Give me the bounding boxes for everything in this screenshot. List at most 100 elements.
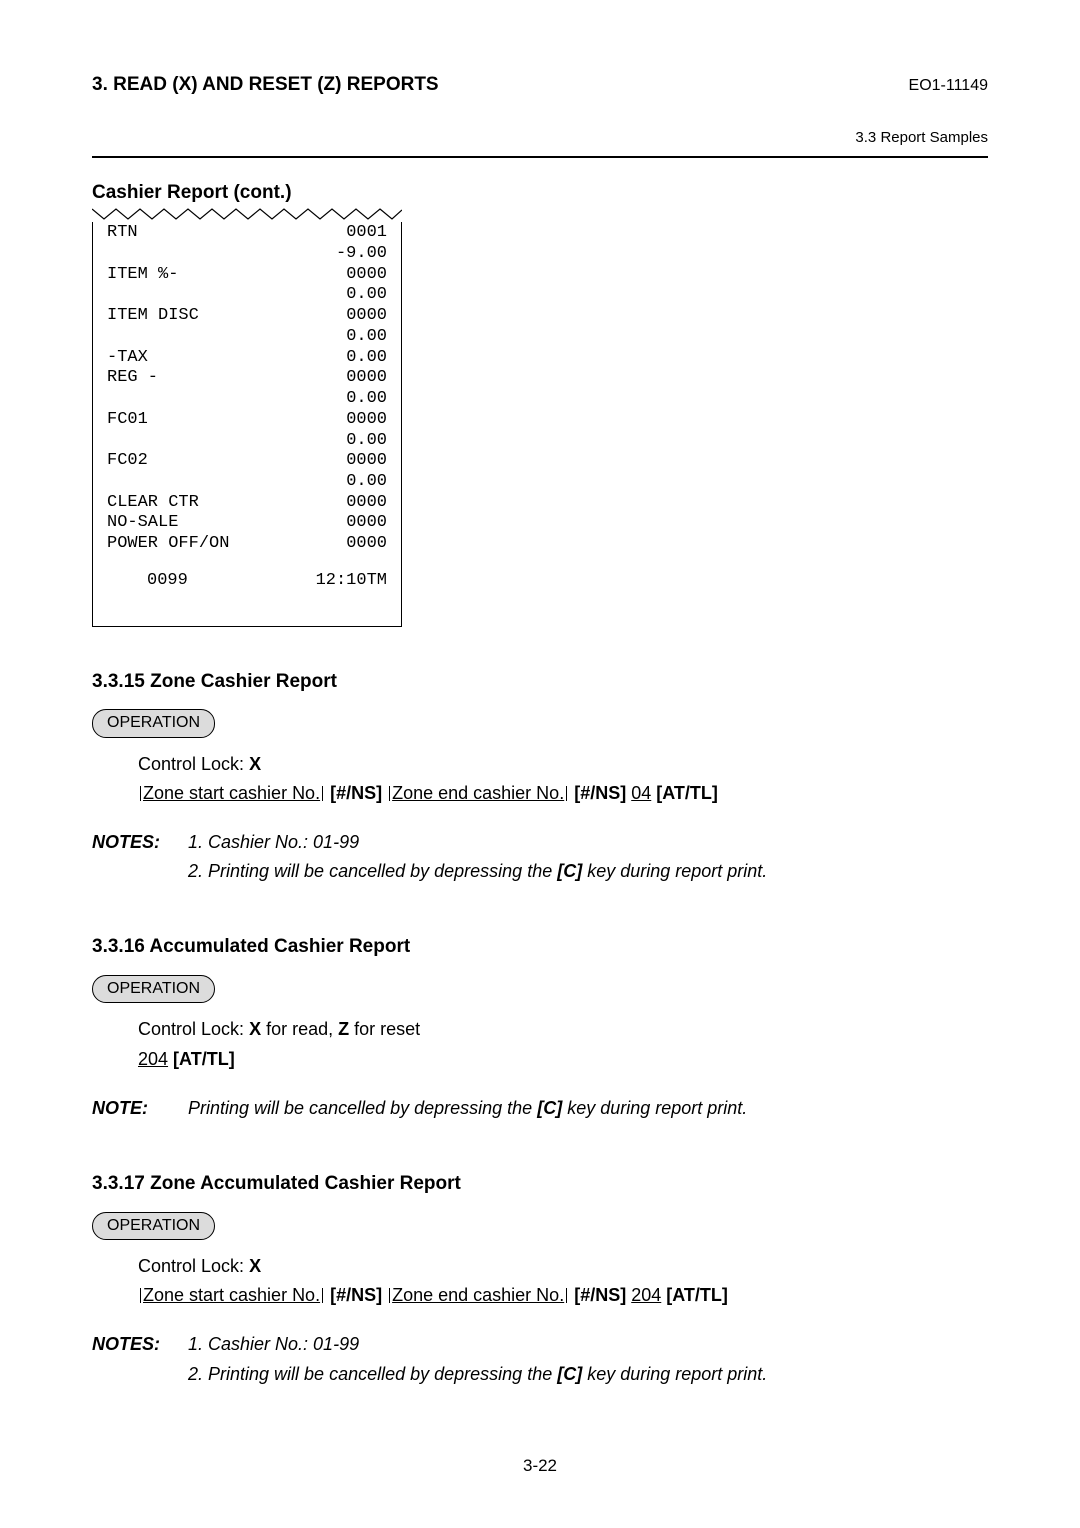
note2c: key during report print. [582, 861, 767, 881]
operation-pill: OPERATION [92, 975, 215, 1003]
receipt-row: -9.00 [107, 244, 387, 265]
note-a: Printing will be cancelled by depressing… [188, 1098, 537, 1118]
vsep-icon [389, 786, 390, 801]
vsep-icon [566, 786, 567, 801]
receipt-footer: 0099 12:10TM [107, 571, 387, 592]
note-3316: NOTE:Printing will be cancelled by depre… [92, 1096, 988, 1121]
key-attl: [AT/TL] [661, 1285, 728, 1305]
notes-3317: NOTES:1. Cashier No.: 01-99 2. Printing … [92, 1332, 988, 1386]
vsep-icon [322, 1288, 323, 1303]
receipt-cell-right: 0.00 [148, 348, 387, 369]
receipt-cell-right: 0000 [199, 493, 387, 514]
receipt-cell-right: 0.00 [107, 327, 387, 348]
receipt-box: RTN0001-9.00ITEM %-00000.00ITEM DISC0000… [92, 208, 402, 626]
receipt-cell-right: 0.00 [107, 472, 387, 493]
operation-pill: OPERATION [92, 709, 215, 737]
zone-start: Zone start cashier No. [143, 1285, 320, 1305]
control-b: X [249, 1019, 261, 1039]
receipt-cell-left: FC02 [107, 451, 148, 472]
receipt-cell-right: 0000 [158, 368, 387, 389]
notes-label: NOTES: [92, 1332, 188, 1357]
note-b: [C] [537, 1098, 562, 1118]
receipt-row: 0.00 [107, 472, 387, 493]
zone-end: Zone end cashier No. [392, 1285, 564, 1305]
heading-3317: 3.3.17 Zone Accumulated Cashier Report [92, 1171, 988, 1198]
vsep-icon [140, 1288, 141, 1303]
receipt-cell-left: RTN [107, 223, 138, 244]
note2a: 2. Printing will be cancelled by depress… [188, 1364, 557, 1384]
receipt-cell-left: ITEM %- [107, 265, 178, 286]
key-ns: [#/NS] [325, 1285, 387, 1305]
control-d: Z [338, 1019, 349, 1039]
receipt-row: -TAX0.00 [107, 348, 387, 369]
vsep-icon [140, 786, 141, 801]
control-lock-label: Control Lock: [138, 754, 249, 774]
note1: 1. Cashier No.: 01-99 [188, 1334, 359, 1354]
receipt-cell-right: 0.00 [107, 431, 387, 452]
receipt-row: CLEAR CTR0000 [107, 493, 387, 514]
receipt-cell-right: 0000 [229, 534, 387, 555]
receipt-cell-left: POWER OFF/ON [107, 534, 229, 555]
note1: 1. Cashier No.: 01-99 [188, 832, 359, 852]
receipt-row: RTN0001 [107, 223, 387, 244]
block-3315: Control Lock: X Zone start cashier No. [… [138, 752, 988, 806]
receipt-cell-left: NO-SALE [107, 513, 178, 534]
key-attl: [AT/TL] [651, 783, 718, 803]
receipt-cell-left: FC01 [107, 410, 148, 431]
zone-start: Zone start cashier No. [143, 783, 320, 803]
zone-end: Zone end cashier No. [392, 783, 564, 803]
control-c: for read, [261, 1019, 338, 1039]
page-number: 3-22 [0, 1454, 1080, 1478]
key-ns2: [#/NS] [569, 1285, 631, 1305]
receipt-footer-c2: 12:10TM [247, 571, 387, 592]
code-204: 204 [138, 1049, 168, 1069]
tear-edge [92, 208, 402, 222]
vsep-icon [322, 786, 323, 801]
note-label: NOTE: [92, 1096, 188, 1121]
key-attl: [AT/TL] [168, 1049, 235, 1069]
heading-3316: 3.3.16 Accumulated Cashier Report [92, 934, 988, 961]
header-rule [92, 156, 988, 158]
control-e: for reset [349, 1019, 420, 1039]
control-lock-label: Control Lock: [138, 1256, 249, 1276]
code-204: 204 [631, 1285, 661, 1305]
code-04: 04 [631, 783, 651, 803]
receipt-row: ITEM DISC0000 [107, 306, 387, 327]
receipt-cell-left: ITEM DISC [107, 306, 199, 327]
receipt-row: NO-SALE0000 [107, 513, 387, 534]
receipt-cell-right: 0.00 [107, 285, 387, 306]
receipt-cell-left: CLEAR CTR [107, 493, 199, 514]
note2a: 2. Printing will be cancelled by depress… [188, 861, 557, 881]
header-sub: 3.3 Report Samples [92, 127, 988, 148]
receipt-cell-right: -9.00 [107, 244, 387, 265]
receipt-cell-right: 0000 [148, 451, 387, 472]
receipt-row: FC020000 [107, 451, 387, 472]
notes-3315: NOTES:1. Cashier No.: 01-99 2. Printing … [92, 830, 988, 884]
receipt-cell-right: 0001 [138, 223, 387, 244]
receipt-row: 0.00 [107, 389, 387, 410]
block-3317: Control Lock: X Zone start cashier No. [… [138, 1254, 988, 1308]
receipt-cell-right: 0000 [178, 513, 387, 534]
operation-pill: OPERATION [92, 1212, 215, 1240]
receipt-cell-right: 0000 [178, 265, 387, 286]
receipt-row: REG -0000 [107, 368, 387, 389]
vsep-icon [389, 1288, 390, 1303]
header-right: EO1-11149 [909, 75, 988, 97]
receipt-cell-right: 0.00 [107, 389, 387, 410]
note2c: key during report print. [582, 1364, 767, 1384]
receipt-row: ITEM %-0000 [107, 265, 387, 286]
note-c: key during report print. [562, 1098, 747, 1118]
receipt-row: 0.00 [107, 431, 387, 452]
receipt-cell-left: REG - [107, 368, 158, 389]
notes-label: NOTES: [92, 830, 188, 855]
receipt-row: POWER OFF/ON0000 [107, 534, 387, 555]
key-ns2: [#/NS] [569, 783, 631, 803]
header-left: 3. READ (X) AND RESET (Z) REPORTS [92, 72, 439, 99]
receipt-row: FC010000 [107, 410, 387, 431]
heading-3315: 3.3.15 Zone Cashier Report [92, 669, 988, 696]
control-lock-x: X [249, 754, 261, 774]
receipt-cell-right: 0000 [148, 410, 387, 431]
control-lock-x: X [249, 1256, 261, 1276]
receipt-row: 0.00 [107, 327, 387, 348]
note2b: [C] [557, 861, 582, 881]
